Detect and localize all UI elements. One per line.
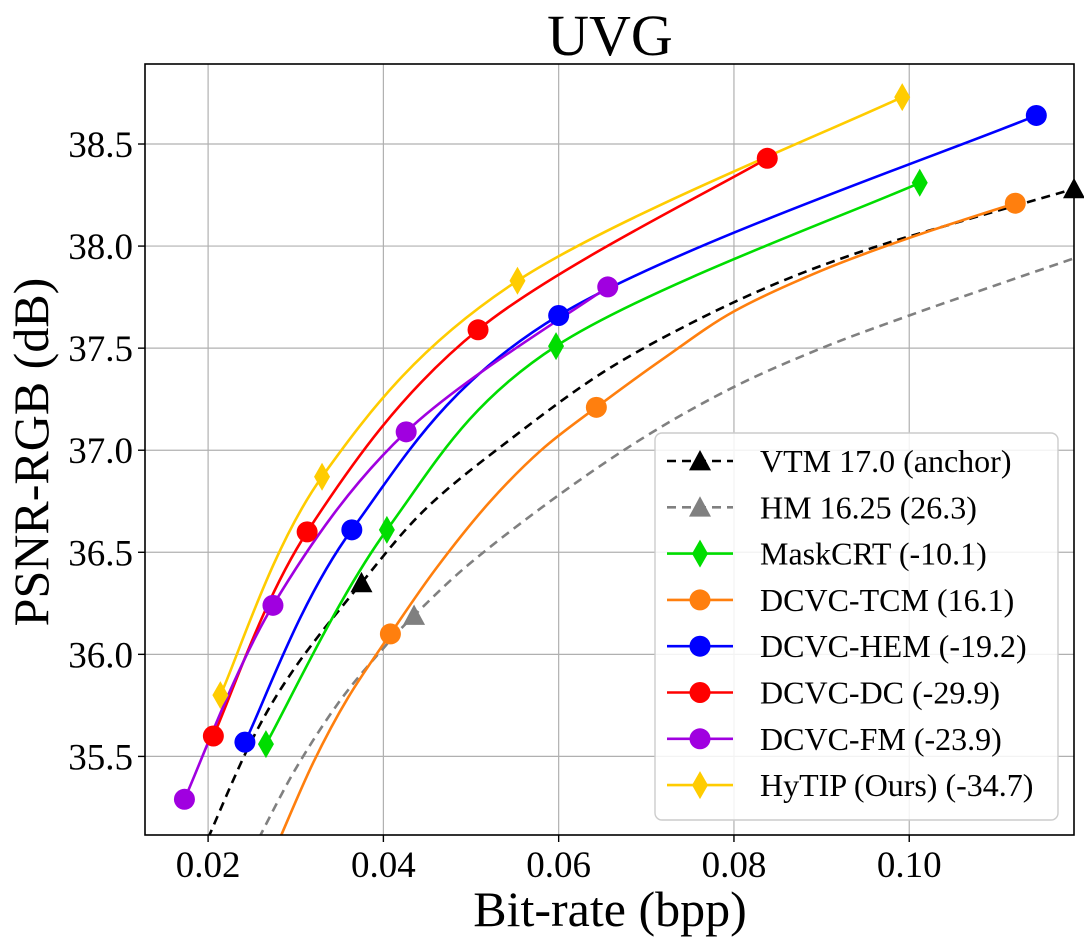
legend-label: HyTIP (Ours) (-34.7) [760,767,1033,803]
series-line-maskcrt-10-1 [264,181,921,745]
legend-label: HM 16.25 (26.3) [760,489,977,525]
legend-label: DCVC-TCM (16.1) [760,582,1014,618]
data-point-dcvc-tcm-16-1 [1004,192,1026,214]
x-tick-label: 0.08 [702,845,767,886]
y-tick-label: 37.0 [68,431,133,472]
legend-label: DCVC-DC (-29.9) [760,675,1000,711]
data-point-dcvc-dc-29-9 [756,147,778,169]
y-tick-label: 37.5 [68,329,133,370]
legend-label: MaskCRT (-10.1) [760,536,987,572]
legend-label: VTM 17.0 (anchor) [760,443,1011,479]
chart-title: UVG [547,3,673,68]
legend-label: DCVC-FM (-23.9) [760,721,1002,757]
ticks: 0.02 0.04 0.06 0.08 0.10 35.5 36.0 36.5 37.0 37.5… [68,125,941,886]
data-point-dcvc-hem-19-2 [341,519,363,541]
data-point-maskcrt-10-1 [911,168,928,197]
data-point-hytip-ours-34-7 [314,462,331,491]
legend-label: DCVC-HEM (-19.2) [760,628,1027,664]
data-point-hytip-ours-34-7 [212,681,229,710]
data-point-dcvc-fm-23-9 [597,276,619,298]
data-point-dcvc-hem-19-2 [234,731,256,753]
legend-marker [689,496,711,517]
data-point-maskcrt-10-1 [378,515,395,544]
series-line-dcvc-dc-29-9 [212,157,768,737]
y-axis-label: PSNR-RGB (dB) [3,278,59,627]
legend-box [654,432,1059,821]
legend-marker [689,728,711,750]
series-line-dcvc-fm-23-9 [183,285,609,800]
data-point-maskcrt-10-1 [548,332,565,361]
series-line-hm-16-25-26-3 [259,257,1074,835]
data-point-dcvc-fm-23-9 [262,594,284,616]
x-tick-label: 0.06 [526,845,591,886]
plot-frame [144,63,1075,836]
data-point-dcvc-dc-29-9 [202,725,224,747]
data-point-hytip-ours-34-7 [894,83,911,112]
data-point-hytip-ours-34-7 [509,266,526,295]
data-point-dcvc-hem-19-2 [548,304,570,326]
x-tick-label: 0.02 [176,845,241,886]
x-tick-label: 0.10 [877,845,942,886]
legend-marker [689,450,711,471]
data-point-vtm-17-0-anchor [350,571,373,593]
legend-marker [689,589,711,611]
y-tick-label: 38.0 [68,227,133,268]
y-tick-label: 35.5 [68,737,133,778]
legend-marker [689,682,711,703]
legend-marker [692,539,708,568]
x-axis-label: Bit-rate (bpp) [473,881,747,937]
legend: VTM 17.0 (anchor) HM 16.25 (26.3) MaskCRT … [654,432,1059,821]
data-point-dcvc-tcm-16-1 [379,623,401,645]
y-tick-label: 38.5 [68,125,133,166]
series-line-dcvc-tcm-16-1 [279,201,1016,835]
legend-marker [692,771,708,800]
data-point-dcvc-tcm-16-1 [585,396,607,418]
series-line-hytip-ours-34-7 [219,95,903,696]
y-tick-label: 36.5 [68,533,133,574]
data-point-dcvc-dc-29-9 [296,521,318,543]
series-area [183,95,1074,835]
data-point-maskcrt-10-1 [257,730,274,759]
data-point-dcvc-hem-19-2 [1025,104,1047,126]
series-line-vtm-17-0-anchor [208,187,1074,835]
marker-area [173,83,1084,810]
data-point-dcvc-fm-23-9 [395,421,417,443]
data-point-hm-16-25-26-3 [403,604,426,625]
y-tick-label: 36.0 [68,635,133,676]
data-point-dcvc-fm-23-9 [173,788,195,810]
legend-marker [689,635,711,657]
x-tick-label: 0.04 [351,845,416,886]
data-point-dcvc-dc-29-9 [467,319,489,341]
